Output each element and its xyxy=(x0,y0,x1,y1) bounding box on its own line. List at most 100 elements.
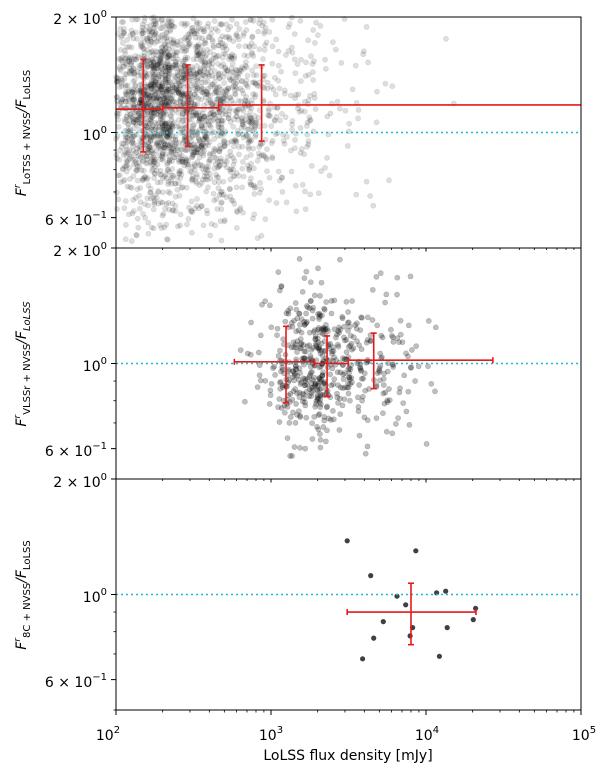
scatter-point xyxy=(360,656,366,662)
scatter-point xyxy=(233,32,239,39)
scatter-point xyxy=(152,197,158,204)
scatter-point xyxy=(302,402,309,409)
scatter-point xyxy=(157,33,164,40)
scatter-point xyxy=(205,164,211,170)
scatter-point xyxy=(204,23,211,30)
scatter-point xyxy=(131,102,138,109)
scatter-point xyxy=(132,53,139,59)
scatter-point xyxy=(152,119,159,126)
scatter-point xyxy=(198,116,205,122)
scatter-point xyxy=(162,74,169,81)
scatter-point xyxy=(156,55,163,62)
scatter-point xyxy=(147,189,154,196)
scatter-point xyxy=(206,114,212,121)
scatter-point xyxy=(311,292,318,299)
scatter-point xyxy=(281,409,288,416)
scatter-point xyxy=(282,52,289,58)
scatter-point xyxy=(390,364,397,370)
scatter-point xyxy=(323,404,330,411)
scatter-point xyxy=(214,96,221,102)
scatter-point xyxy=(189,25,195,32)
scatter-point xyxy=(325,415,332,422)
scatter-point xyxy=(177,167,184,174)
scatter-point xyxy=(233,224,240,231)
scatter-point xyxy=(218,63,225,69)
scatter-point xyxy=(195,25,202,31)
scatter-point xyxy=(182,56,189,63)
scatter-point xyxy=(199,136,206,143)
scatter-point xyxy=(116,55,122,62)
scatter-point xyxy=(129,31,136,37)
scatter-point xyxy=(261,47,268,53)
scatter-point xyxy=(308,393,314,400)
scatter-point xyxy=(275,62,282,69)
scatter-point xyxy=(152,192,158,199)
scatter-point xyxy=(130,96,137,103)
scatter-point xyxy=(250,17,257,24)
scatter-point xyxy=(309,69,316,75)
scatter-point xyxy=(221,143,228,149)
scatter-point xyxy=(140,157,147,164)
scatter-point xyxy=(204,100,211,107)
scatter-point xyxy=(183,161,190,168)
scatter-point xyxy=(326,172,333,179)
scatter-point xyxy=(122,60,129,67)
scatter-point xyxy=(159,150,166,157)
scatter-point xyxy=(165,83,172,90)
scatter-point xyxy=(261,28,268,35)
scatter-point xyxy=(276,287,283,294)
scatter-point xyxy=(163,94,170,101)
scatter-point xyxy=(175,90,182,97)
scatter-point xyxy=(232,91,239,98)
scatter-point xyxy=(311,40,318,46)
scatter-point xyxy=(248,119,255,126)
scatter-point xyxy=(358,314,365,321)
scatter-point xyxy=(245,118,252,125)
scatter-point xyxy=(181,68,188,75)
scatter-point xyxy=(338,60,345,66)
scatter-point xyxy=(197,67,204,74)
scatter-point xyxy=(214,53,220,60)
scatter-point xyxy=(164,160,171,166)
scatter-point xyxy=(121,29,127,35)
scatter-point xyxy=(126,68,133,75)
scatter-point xyxy=(148,39,155,45)
scatter-point xyxy=(239,64,245,71)
scatter-point xyxy=(174,223,181,230)
scatter-point xyxy=(192,131,199,138)
scatter-point xyxy=(345,390,352,397)
scatter-point xyxy=(201,134,208,140)
scatter-point xyxy=(193,94,200,100)
scatter-point xyxy=(233,20,240,27)
scatter-point xyxy=(362,387,369,394)
scatter-point xyxy=(204,90,211,97)
scatter-point xyxy=(165,53,171,60)
scatter-point xyxy=(191,71,198,78)
scatter-point xyxy=(167,190,173,197)
scatter-point xyxy=(183,156,190,163)
scatter-point xyxy=(144,145,151,152)
scatter-point xyxy=(235,36,242,43)
scatter-point xyxy=(145,82,152,88)
scatter-point xyxy=(135,109,142,116)
scatter-point xyxy=(140,210,146,217)
scatter-point xyxy=(151,72,158,79)
scatter-point xyxy=(228,138,235,145)
scatter-point xyxy=(157,115,164,122)
scatter-point xyxy=(117,47,124,53)
scatter-point xyxy=(345,374,352,381)
scatter-point xyxy=(145,230,152,237)
scatter-point xyxy=(205,66,212,72)
scatter-point xyxy=(216,162,223,169)
scatter-point xyxy=(234,71,240,78)
scatter-point xyxy=(383,428,390,435)
scatter-point xyxy=(211,85,218,92)
scatter-point xyxy=(264,168,270,175)
scatter-point xyxy=(334,341,341,348)
scatter-point xyxy=(344,142,351,149)
scatter-point xyxy=(203,207,210,214)
scatter-point xyxy=(200,63,207,69)
scatter-point xyxy=(341,356,348,362)
scatter-point xyxy=(160,126,167,133)
scatter-point xyxy=(147,185,154,192)
